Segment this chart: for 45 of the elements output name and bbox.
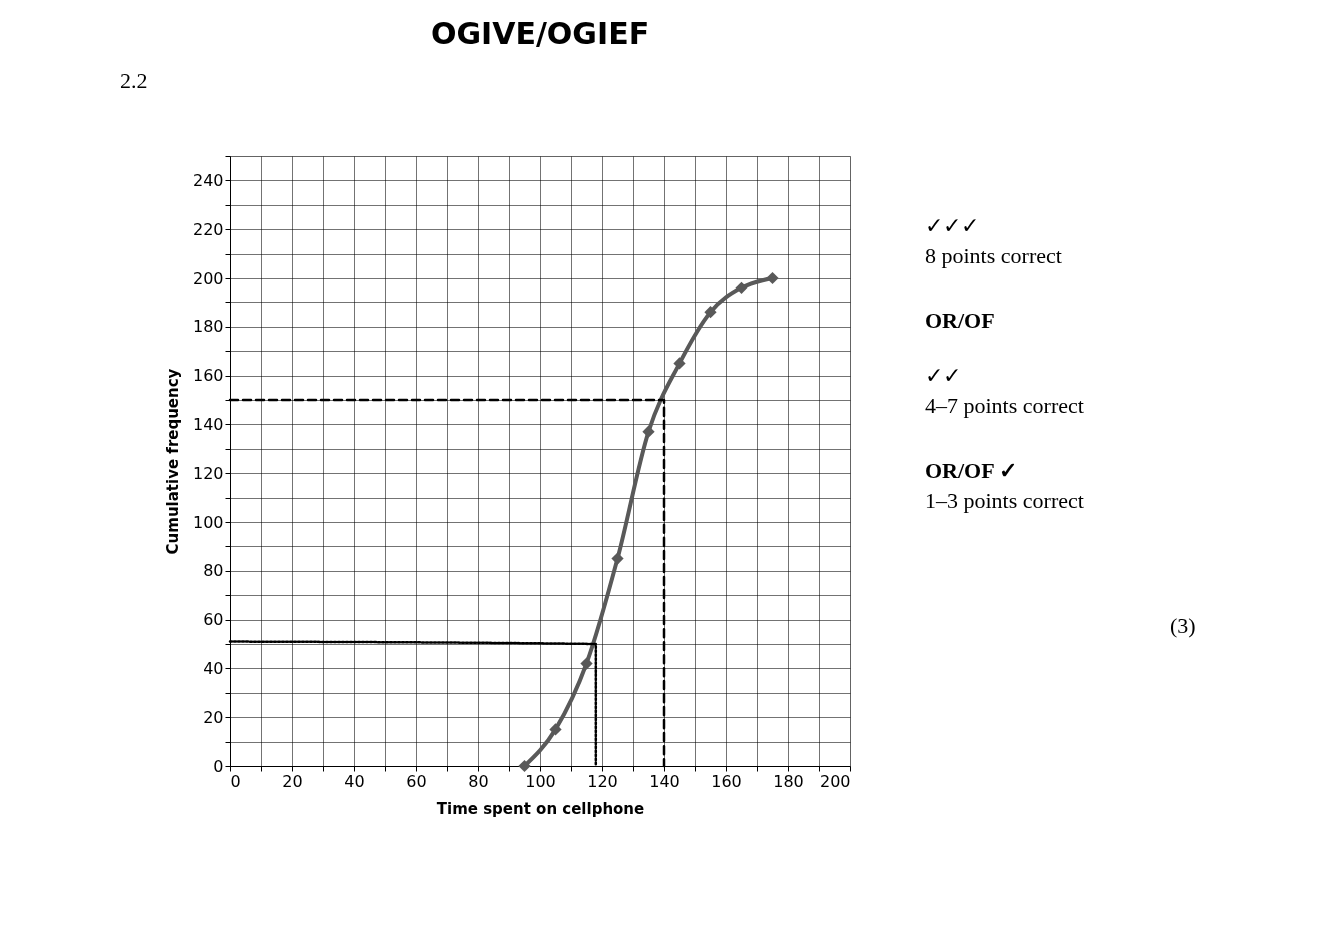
y-tick-label: 60 bbox=[203, 610, 224, 630]
x-tick-label: 80 bbox=[468, 771, 489, 791]
x-axis-title: Time spent on cellphone bbox=[436, 799, 645, 818]
x-tick-label: 0 bbox=[230, 771, 241, 791]
y-tick-label: 120 bbox=[192, 463, 224, 483]
text: ✓✓ bbox=[925, 363, 961, 388]
x-tick-label: 120 bbox=[587, 771, 618, 791]
x-tick-label: 60 bbox=[406, 771, 427, 791]
y-tick-label: 100 bbox=[192, 512, 224, 532]
point bbox=[549, 723, 562, 736]
text: OR/OF bbox=[925, 308, 995, 333]
point bbox=[580, 657, 593, 670]
y-tick-label: 240 bbox=[192, 170, 224, 190]
point bbox=[766, 271, 779, 285]
point bbox=[673, 357, 686, 370]
y-tick-label: 20 bbox=[203, 707, 224, 727]
x-tick-label: 160 bbox=[711, 771, 742, 791]
y-tick-label: 160 bbox=[192, 366, 224, 386]
text: 4–7 points correct bbox=[925, 393, 1084, 418]
x-tick-label: 140 bbox=[649, 771, 680, 791]
text: OR/OF ✓ bbox=[925, 458, 1018, 483]
point bbox=[735, 281, 748, 294]
point bbox=[704, 306, 717, 319]
y-tick-label: 0 bbox=[213, 756, 224, 776]
y-tick-label: 180 bbox=[192, 317, 224, 337]
text: 2.2 bbox=[120, 68, 148, 93]
text: (3) bbox=[1170, 613, 1196, 638]
x-tick-label: 40 bbox=[344, 771, 365, 791]
y-axis-title: Cumulative frequency bbox=[163, 368, 182, 555]
x-tick-label: 200 bbox=[819, 771, 851, 791]
y-tick-label: 40 bbox=[203, 658, 224, 678]
point bbox=[642, 425, 655, 438]
text: 1–3 points correct bbox=[925, 488, 1084, 513]
chart-title: OGIVE/OGIEF bbox=[430, 16, 650, 51]
point bbox=[518, 759, 531, 773]
y-tick-label: 140 bbox=[192, 414, 224, 434]
y-tick-label: 220 bbox=[192, 219, 224, 239]
x-tick-label: 100 bbox=[525, 771, 556, 791]
y-tick-label: 200 bbox=[192, 268, 224, 288]
text: ✓✓✓ bbox=[925, 213, 979, 238]
x-tick-label: 20 bbox=[282, 771, 303, 791]
x-tick-label: 180 bbox=[773, 771, 804, 791]
y-tick-label: 80 bbox=[203, 561, 224, 581]
point bbox=[611, 552, 624, 565]
text: 8 points correct bbox=[925, 243, 1062, 268]
